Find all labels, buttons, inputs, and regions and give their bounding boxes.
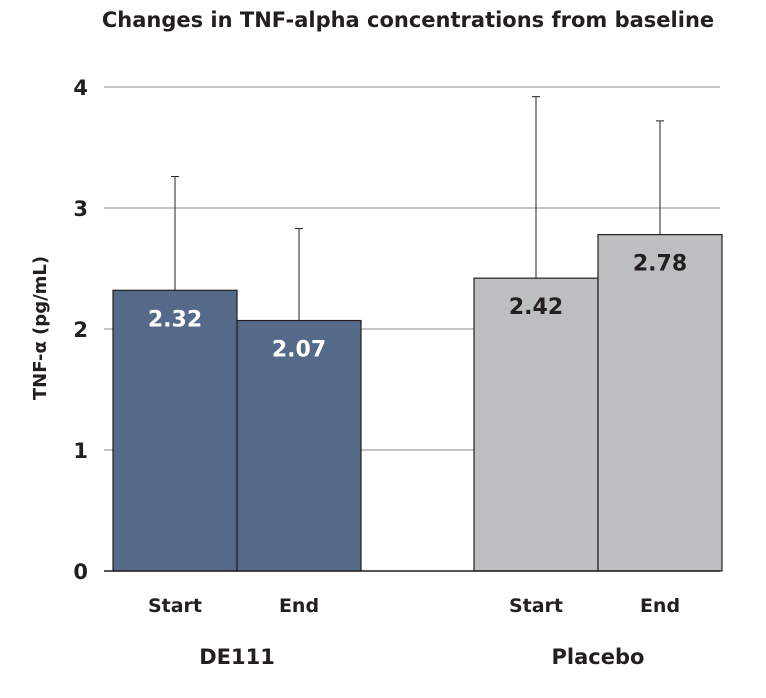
y-tick-label: 4 — [73, 76, 88, 100]
data-label: 2.78 — [633, 252, 687, 277]
category-label: End — [640, 595, 680, 617]
group-label: Placebo — [552, 645, 645, 669]
category-label: Start — [148, 595, 202, 617]
category-label: End — [279, 595, 319, 617]
y-tick-label: 3 — [73, 197, 88, 221]
bar-placebo-end — [597, 234, 723, 572]
y-tick-label: 2 — [73, 318, 88, 342]
data-label: 2.32 — [148, 307, 202, 332]
data-label: 2.42 — [509, 295, 563, 320]
category-labels: Start End DE111 Start End Placebo — [148, 595, 680, 669]
y-tick-label: 0 — [73, 560, 88, 584]
chart-title: Changes in TNF-alpha concentrations from… — [102, 8, 714, 32]
y-tick-label: 1 — [73, 439, 88, 463]
group-label: DE111 — [199, 645, 275, 669]
error-bars — [171, 96, 664, 321]
y-axis-label: TNF-α (pg/mL) — [30, 256, 51, 400]
bar-placebo-start — [473, 277, 599, 572]
data-label: 2.07 — [272, 338, 326, 363]
bar-de111-end — [236, 319, 362, 572]
data-labels: 2.32 2.07 2.42 2.78 — [148, 252, 687, 363]
bars — [112, 234, 723, 572]
category-label: Start — [509, 595, 563, 617]
bar-de111-start — [112, 289, 238, 572]
y-axis: 0 1 2 3 4 — [73, 76, 720, 584]
